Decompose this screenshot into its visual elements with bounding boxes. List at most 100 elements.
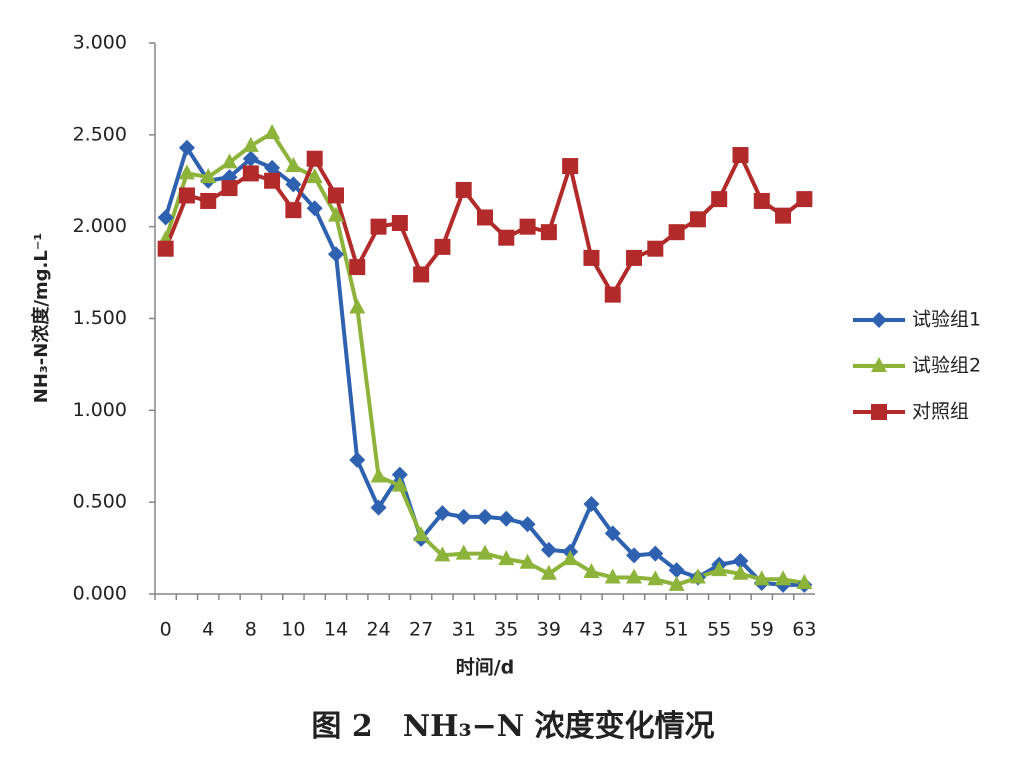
marker bbox=[647, 240, 664, 257]
x-tick-label: 31 bbox=[452, 619, 476, 641]
marker bbox=[285, 176, 302, 193]
x-tick-label: 10 bbox=[281, 619, 305, 641]
x-tick-label: 63 bbox=[792, 619, 816, 641]
marker bbox=[391, 466, 408, 483]
x-tick-label: 55 bbox=[707, 619, 731, 641]
marker bbox=[178, 139, 195, 156]
marker bbox=[349, 451, 366, 468]
marker bbox=[455, 181, 472, 198]
marker bbox=[157, 209, 174, 226]
marker bbox=[689, 211, 706, 228]
marker bbox=[732, 564, 749, 580]
marker bbox=[753, 192, 770, 209]
marker bbox=[626, 568, 643, 584]
marker bbox=[221, 180, 238, 197]
marker bbox=[242, 136, 259, 152]
marker bbox=[540, 224, 557, 241]
marker bbox=[370, 218, 387, 235]
y-axis-label: NH₃-N浓度/mg.L⁻¹ bbox=[30, 233, 52, 403]
x-tick-label: 27 bbox=[409, 619, 433, 641]
marker bbox=[349, 298, 366, 314]
x-tick-label: 47 bbox=[622, 619, 646, 641]
marker bbox=[178, 187, 195, 204]
caption: 图 2 NH₃−N 浓度变化情况 bbox=[311, 709, 714, 744]
x-tick-label: 51 bbox=[665, 619, 689, 641]
marker bbox=[689, 568, 706, 584]
marker bbox=[583, 562, 600, 578]
marker bbox=[370, 467, 387, 483]
y-tick-label: 0.000 bbox=[73, 583, 127, 605]
marker bbox=[647, 545, 664, 562]
marker bbox=[796, 191, 813, 208]
marker bbox=[519, 553, 536, 569]
marker bbox=[200, 168, 217, 184]
marker bbox=[178, 164, 195, 180]
x-tick-label: 43 bbox=[579, 619, 603, 641]
marker bbox=[753, 570, 770, 586]
marker bbox=[306, 150, 323, 167]
marker bbox=[583, 496, 600, 513]
marker bbox=[413, 266, 430, 283]
marker bbox=[434, 505, 451, 522]
marker bbox=[732, 552, 749, 569]
legend-label: 试验组1 bbox=[912, 309, 981, 331]
x-tick-label: 4 bbox=[202, 619, 214, 641]
marker bbox=[327, 187, 344, 204]
marker bbox=[583, 249, 600, 266]
marker bbox=[285, 202, 302, 219]
marker bbox=[477, 544, 493, 560]
marker bbox=[391, 476, 408, 492]
marker bbox=[498, 550, 515, 566]
y-tick-label: 1.000 bbox=[73, 399, 127, 421]
marker bbox=[775, 207, 792, 224]
marker bbox=[264, 172, 281, 189]
marker bbox=[264, 159, 281, 176]
marker bbox=[796, 573, 813, 589]
marker bbox=[455, 508, 472, 525]
x-tick-label: 0 bbox=[160, 619, 172, 641]
x-tick-label: 59 bbox=[750, 619, 774, 641]
marker bbox=[519, 516, 536, 533]
marker bbox=[711, 191, 728, 208]
marker bbox=[455, 544, 472, 560]
marker bbox=[391, 214, 408, 231]
marker bbox=[242, 150, 259, 167]
marker bbox=[775, 570, 792, 586]
marker bbox=[221, 153, 238, 169]
marker bbox=[434, 238, 451, 255]
x-tick-label: 35 bbox=[494, 619, 518, 641]
marker bbox=[604, 525, 621, 542]
marker bbox=[285, 157, 302, 173]
marker bbox=[200, 192, 217, 209]
marker bbox=[498, 229, 515, 246]
marker bbox=[604, 568, 621, 584]
marker bbox=[242, 165, 259, 182]
marker bbox=[647, 570, 664, 586]
marker bbox=[540, 541, 557, 558]
marker bbox=[871, 357, 887, 372]
marker bbox=[349, 259, 366, 276]
marker bbox=[413, 526, 430, 542]
marker bbox=[562, 550, 579, 566]
marker bbox=[327, 206, 344, 222]
legend-label: 试验组2 bbox=[912, 355, 981, 377]
x-tick-label: 8 bbox=[245, 619, 257, 641]
marker bbox=[732, 147, 749, 164]
y-tick-label: 1.500 bbox=[73, 307, 127, 329]
marker bbox=[871, 312, 887, 328]
legend-label: 对照组 bbox=[912, 401, 969, 423]
marker bbox=[604, 286, 621, 303]
y-tick-label: 2.500 bbox=[73, 123, 127, 145]
marker bbox=[306, 168, 323, 184]
marker bbox=[562, 158, 579, 175]
marker bbox=[711, 561, 728, 577]
marker bbox=[477, 508, 493, 525]
marker bbox=[626, 249, 643, 266]
marker bbox=[626, 547, 643, 564]
x-tick-label: 24 bbox=[366, 619, 390, 641]
marker bbox=[306, 200, 323, 217]
marker bbox=[668, 575, 685, 591]
marker bbox=[668, 224, 685, 241]
marker bbox=[498, 510, 515, 527]
